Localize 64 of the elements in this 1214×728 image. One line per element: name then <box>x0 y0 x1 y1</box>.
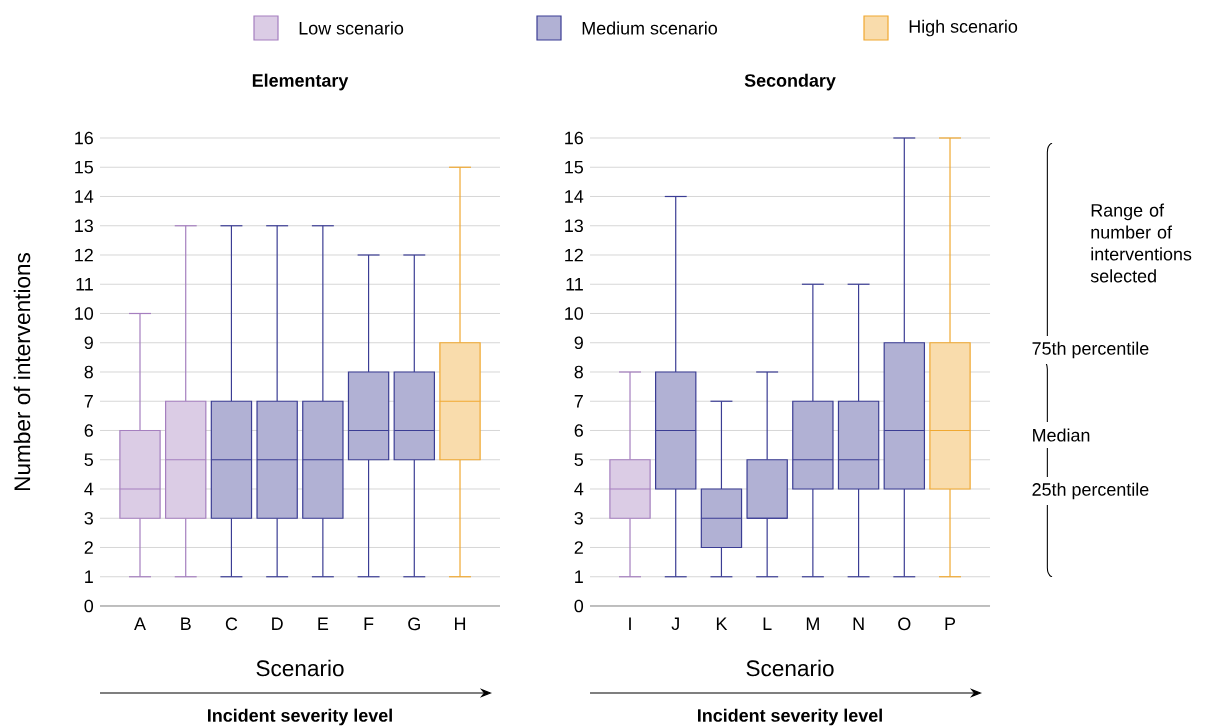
y-tick-label: 6 <box>574 424 583 437</box>
y-tick-label: 16 <box>75 131 93 145</box>
text: Median <box>1033 428 1090 442</box>
y-tick-label: 3 <box>574 511 583 525</box>
y-tick-label: 10 <box>565 307 584 320</box>
y-tick-label: 11 <box>76 278 93 291</box>
y-tick-label: 8 <box>574 365 583 379</box>
x-tick-label: M <box>806 617 819 630</box>
y-axis-title: Number of interventions <box>13 252 31 491</box>
text: 75th percentile <box>1032 341 1149 359</box>
y-tick-label: 0 <box>84 599 94 613</box>
y-tick-label: 10 <box>75 307 94 320</box>
text: Incident severity level <box>698 708 882 726</box>
x-tick-label: D <box>272 617 283 630</box>
text: Incident severity level <box>208 708 392 726</box>
y-tick-label: 2 <box>84 541 93 554</box>
x-tick-label: B <box>181 617 191 630</box>
y-tick-label: 4 <box>574 482 584 496</box>
y-tick-label: 5 <box>574 453 584 466</box>
y-tick-label: 5 <box>84 453 94 466</box>
y-tick-label: 12 <box>565 248 583 262</box>
y-tick-label: 14 <box>565 190 584 203</box>
y-tick-label: 4 <box>84 482 94 496</box>
y-tick-label: 13 <box>565 219 583 233</box>
y-tick-label: 8 <box>84 365 93 379</box>
y-tick-label: 9 <box>574 336 583 350</box>
y-tick-label: 15 <box>75 160 94 174</box>
x-tick-label: E <box>318 617 329 630</box>
x-tick-label: L <box>763 617 772 630</box>
x-tick-label: J <box>671 617 679 631</box>
x-axis-title: Scenario <box>746 659 834 677</box>
chart-title: Secondary <box>744 73 836 91</box>
y-tick-label: 16 <box>565 131 583 145</box>
y-tick-label: 2 <box>574 541 583 554</box>
x-tick-label: A <box>134 617 146 630</box>
x-tick-label: K <box>716 617 728 630</box>
y-tick-label: 9 <box>84 336 93 350</box>
x-tick-label: G <box>408 617 420 631</box>
x-tick-label: N <box>853 617 864 630</box>
y-tick-label: 12 <box>75 248 93 262</box>
text: 25th percentile <box>1032 482 1149 500</box>
x-axis-title: Scenario <box>256 659 344 677</box>
x-tick-label: F <box>364 617 374 630</box>
y-tick-label: 0 <box>574 599 584 613</box>
legend-label: Medium scenario <box>582 21 718 35</box>
x-tick-label: O <box>898 617 911 631</box>
y-tick-label: 7 <box>84 395 93 408</box>
y-tick-label: 13 <box>75 219 93 233</box>
y-tick-label: 14 <box>75 190 94 203</box>
x-tick-label: H <box>455 617 466 630</box>
text: Range of number of interventions selected <box>1090 203 1192 283</box>
y-tick-label: 6 <box>84 424 93 437</box>
y-tick-label: 11 <box>566 278 583 291</box>
x-tick-label: P <box>945 617 956 630</box>
x-tick-label: I <box>629 617 631 630</box>
legend-label: Low scenario <box>299 21 404 35</box>
y-tick-label: 7 <box>574 395 583 408</box>
y-tick-label: 3 <box>84 511 93 525</box>
x-tick-label: C <box>225 617 238 631</box>
y-tick-label: 1 <box>85 570 93 583</box>
legend-label: High scenario <box>909 19 1018 37</box>
y-tick-label: 15 <box>565 160 584 174</box>
y-tick-label: 1 <box>575 570 583 583</box>
chart-title: Elementary <box>252 73 349 91</box>
